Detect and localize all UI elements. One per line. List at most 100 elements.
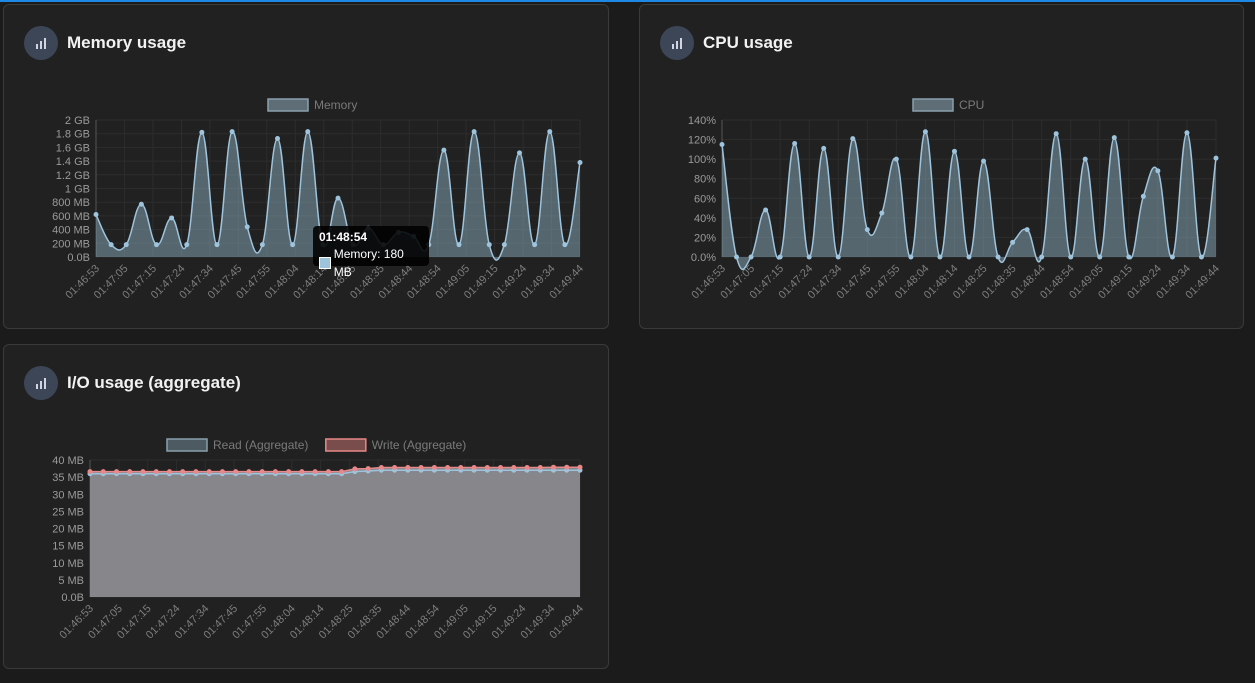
- y-tick-label: 30 MB: [52, 489, 84, 501]
- data-point: [537, 465, 543, 471]
- data-point: [214, 242, 220, 248]
- io-chart[interactable]: 0.0B 5 MB 10 MB 15 MB 20 MB 25 MB 30 MB 35 MB 40…: [4, 345, 610, 670]
- data-point: [290, 242, 296, 248]
- y-tick-label: 600 MB: [52, 211, 90, 223]
- y-tick-label: 140%: [688, 115, 716, 127]
- data-point: [193, 469, 199, 475]
- data-point: [564, 464, 570, 470]
- card-title: CPU usage: [703, 33, 793, 52]
- data-point: [748, 254, 754, 260]
- data-point: [864, 227, 870, 233]
- data-point: [153, 469, 159, 475]
- y-tick-label: 20%: [694, 232, 716, 244]
- data-point: [272, 469, 278, 475]
- data-point: [486, 242, 492, 248]
- legend-swatch: [912, 98, 954, 112]
- data-point: [100, 469, 106, 475]
- data-point: [1039, 254, 1045, 260]
- y-tick-label: 0.0B: [67, 252, 90, 264]
- io-usage-card: I/O usage (aggregate) 0.0B 5 MB 10 MB 15 MB…: [3, 344, 609, 669]
- y-tick-label: 120%: [688, 135, 716, 147]
- data-point: [127, 469, 133, 475]
- data-point: [1082, 156, 1088, 162]
- card-title: I/O usage (aggregate): [67, 373, 241, 392]
- data-point: [259, 242, 265, 248]
- data-point: [199, 129, 205, 135]
- data-point: [879, 210, 885, 216]
- data-point: [166, 469, 172, 475]
- data-point: [922, 129, 928, 135]
- data-point: [524, 465, 530, 471]
- data-point: [244, 224, 250, 230]
- y-tick-label: 80%: [694, 174, 716, 186]
- data-point: [219, 469, 225, 475]
- y-tick-label: 2 GB: [65, 115, 90, 127]
- legend-label: Write (Aggregate): [372, 438, 466, 452]
- data-point: [547, 129, 553, 135]
- data-point: [1169, 254, 1175, 260]
- data-point: [835, 254, 841, 260]
- data-point: [123, 242, 129, 248]
- data-point: [305, 129, 311, 135]
- tooltip-swatch: [319, 257, 331, 269]
- bar-chart-icon: [24, 26, 58, 60]
- data-point: [441, 147, 447, 153]
- series-fill: [722, 131, 1216, 270]
- data-point: [1097, 254, 1103, 260]
- tooltip-label: Memory: 180 MB: [333, 247, 404, 279]
- series-fill: [90, 467, 580, 597]
- y-tick-label: 1 GB: [65, 184, 90, 196]
- data-point: [719, 141, 725, 147]
- y-tick-label: 40 MB: [52, 455, 84, 467]
- data-point: [140, 469, 146, 475]
- data-point: [577, 464, 583, 470]
- data-point: [154, 242, 159, 248]
- data-point: [1126, 254, 1132, 260]
- data-point: [365, 466, 371, 472]
- y-tick-label: 800 MB: [52, 197, 90, 209]
- data-point: [378, 465, 384, 471]
- legend-swatch: [325, 438, 367, 452]
- data-point: [275, 135, 280, 141]
- legend-label: CPU: [959, 98, 984, 112]
- data-point: [456, 242, 462, 248]
- y-tick-label: 200 MB: [52, 238, 90, 250]
- cpu-chart[interactable]: 0.0%20%40%60%80%100%120%140%01:46:5301:4…: [640, 5, 1245, 330]
- data-point: [1068, 254, 1074, 260]
- data-point: [392, 465, 398, 471]
- data-point: [1213, 155, 1219, 161]
- bar-chart-icon: [24, 366, 58, 400]
- card-header: CPU usage: [660, 25, 793, 61]
- data-point: [792, 140, 798, 146]
- data-point: [484, 465, 490, 471]
- card-header: Memory usage: [24, 25, 186, 61]
- data-point: [471, 129, 477, 135]
- y-tick-label: 0.0%: [691, 252, 716, 264]
- data-point: [113, 469, 119, 475]
- data-point: [138, 201, 144, 207]
- data-point: [893, 156, 899, 162]
- data-point: [108, 242, 114, 248]
- card-title: Memory usage: [67, 33, 187, 52]
- y-tick-label: 1.8 GB: [56, 129, 90, 141]
- data-point: [169, 215, 175, 221]
- data-point: [286, 469, 292, 475]
- y-tick-label: 60%: [694, 193, 716, 205]
- data-point: [777, 254, 783, 260]
- data-point: [734, 254, 740, 260]
- data-point: [1024, 227, 1030, 233]
- data-point: [339, 469, 345, 475]
- data-point: [352, 466, 358, 472]
- data-point: [1155, 168, 1161, 174]
- tooltip-row: Memory: 180 MB: [319, 245, 423, 281]
- data-point: [418, 465, 424, 471]
- y-tick-label: 400 MB: [52, 225, 90, 237]
- data-point: [951, 148, 957, 154]
- legend-label: Memory: [314, 98, 357, 112]
- data-point: [335, 195, 341, 201]
- data-point: [233, 469, 239, 475]
- y-tick-label: 40%: [694, 213, 716, 225]
- data-point: [1111, 135, 1117, 141]
- y-tick-label: 25 MB: [52, 506, 84, 518]
